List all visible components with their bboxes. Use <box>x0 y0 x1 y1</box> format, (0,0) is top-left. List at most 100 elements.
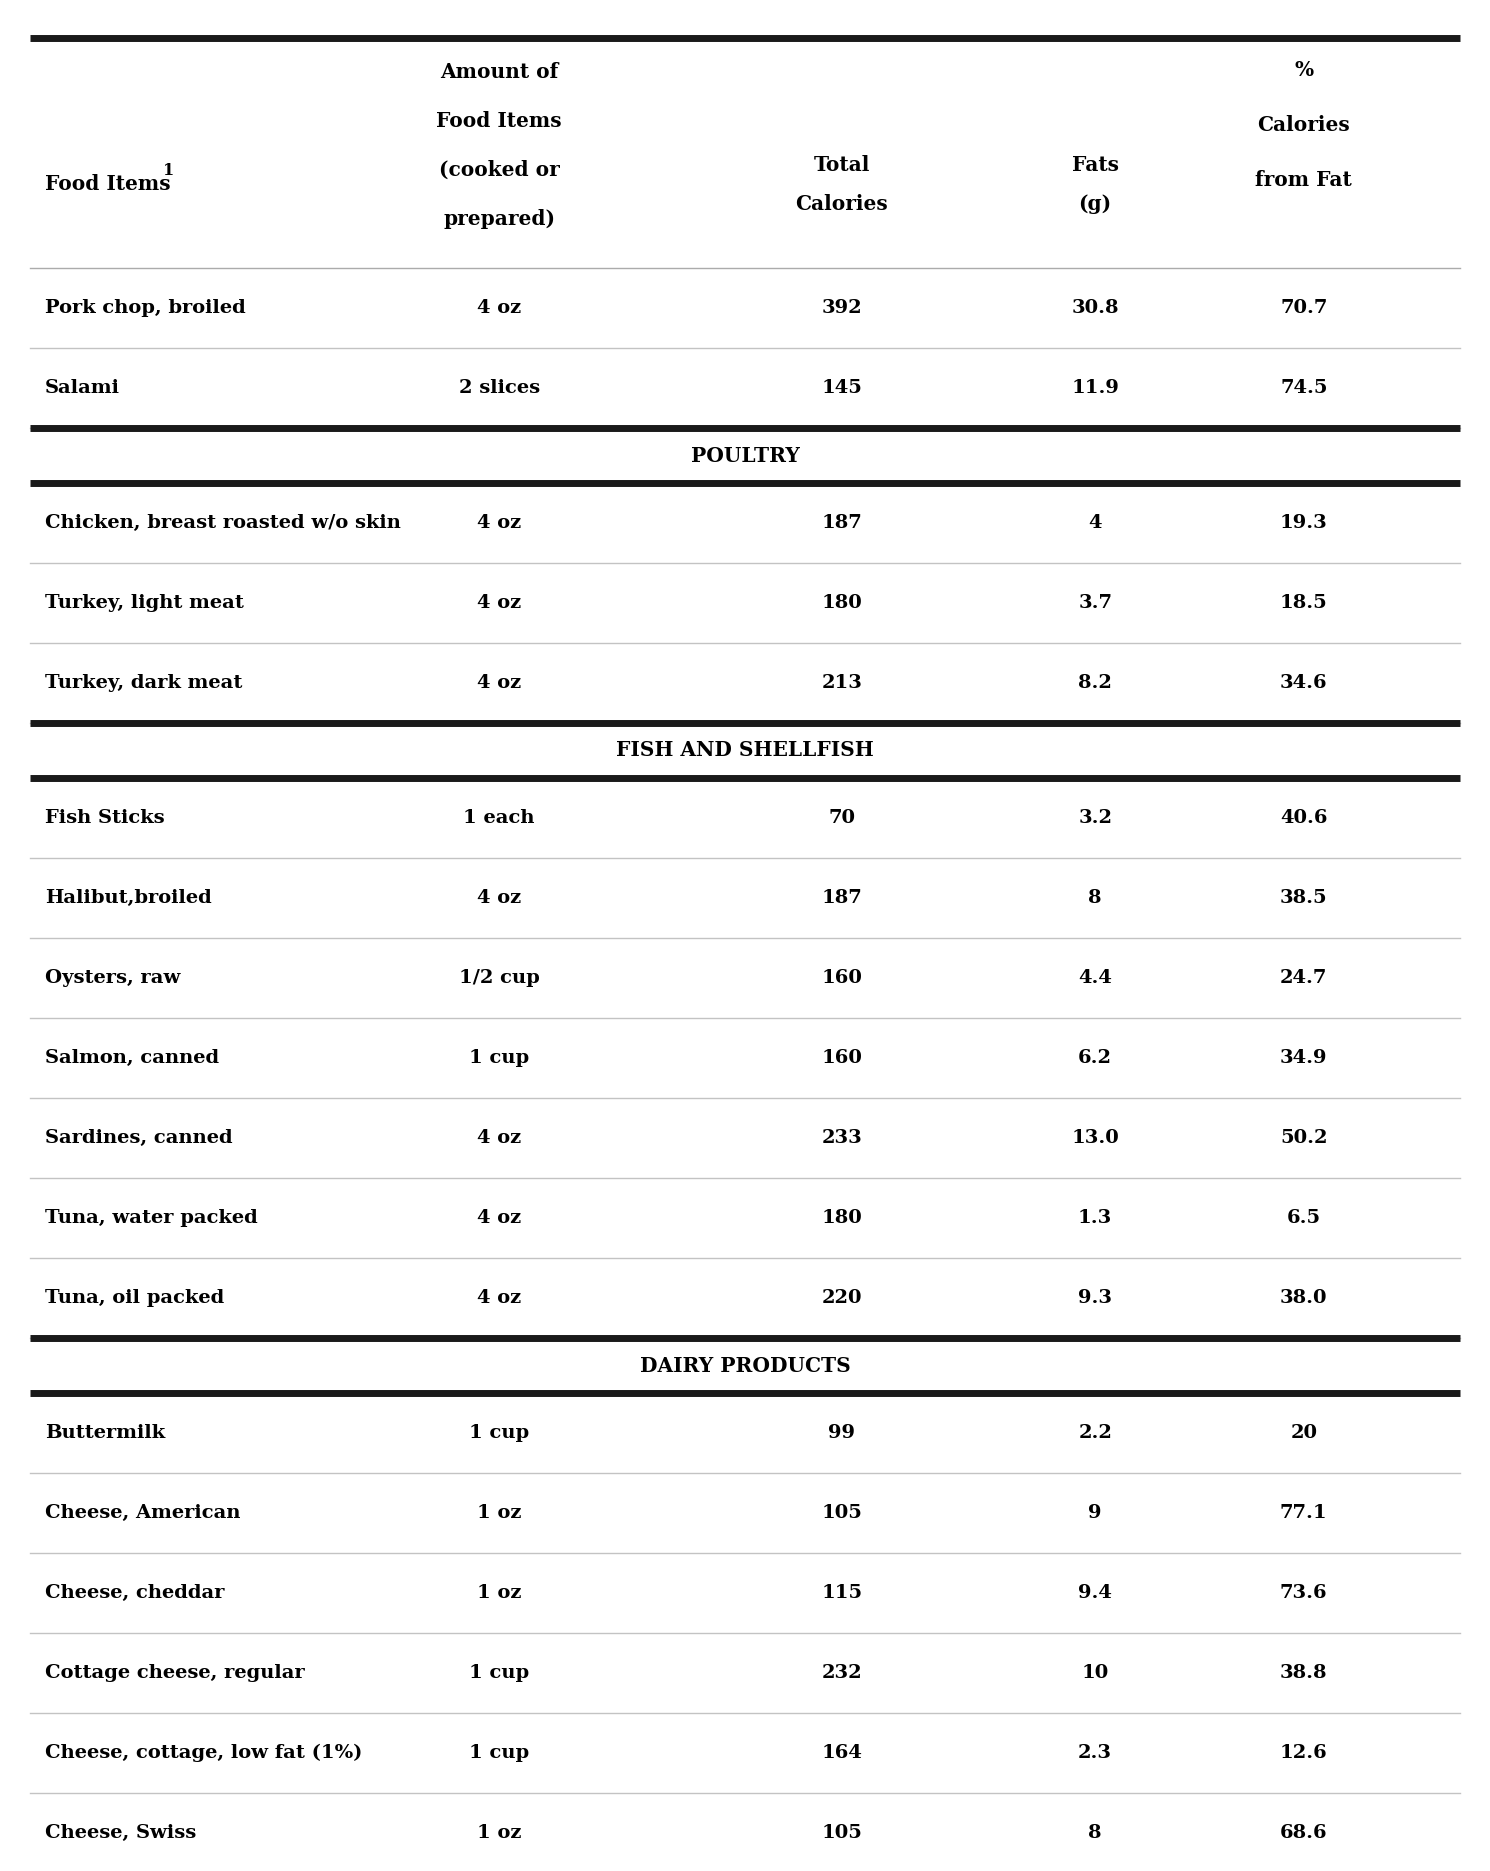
Text: 164: 164 <box>821 1744 863 1762</box>
Text: 11.9: 11.9 <box>1071 380 1119 397</box>
Text: 68.6: 68.6 <box>1280 1824 1328 1843</box>
Text: 77.1: 77.1 <box>1280 1504 1328 1521</box>
Text: 10: 10 <box>1082 1663 1109 1682</box>
Text: 1 cup: 1 cup <box>469 1744 529 1762</box>
Text: 19.3: 19.3 <box>1280 515 1328 531</box>
Text: (cooked or: (cooked or <box>438 161 560 180</box>
Text: Food Items: Food Items <box>45 174 170 195</box>
Text: 180: 180 <box>821 1209 863 1227</box>
Text: 38.0: 38.0 <box>1280 1289 1328 1308</box>
Text: 9.3: 9.3 <box>1079 1289 1112 1308</box>
Text: 180: 180 <box>821 593 863 612</box>
Text: 1 cup: 1 cup <box>469 1424 529 1443</box>
Text: 1 cup: 1 cup <box>469 1663 529 1682</box>
Text: Fish Sticks: Fish Sticks <box>45 808 164 827</box>
Text: 12.6: 12.6 <box>1280 1744 1328 1762</box>
Text: from Fat: from Fat <box>1256 170 1351 191</box>
Text: 105: 105 <box>821 1824 863 1843</box>
Text: Cheese, cottage, low fat (1%): Cheese, cottage, low fat (1%) <box>45 1744 362 1762</box>
Text: 34.9: 34.9 <box>1280 1050 1328 1066</box>
Text: 13.0: 13.0 <box>1071 1128 1119 1147</box>
Text: 213: 213 <box>821 674 863 692</box>
Text: Calories: Calories <box>796 195 888 213</box>
Text: Total: Total <box>814 155 870 174</box>
Text: 40.6: 40.6 <box>1280 808 1328 827</box>
Text: 4: 4 <box>1088 515 1103 531</box>
Text: 220: 220 <box>821 1289 863 1308</box>
Text: 70.7: 70.7 <box>1280 299 1328 316</box>
Text: 4 oz: 4 oz <box>477 299 522 316</box>
Text: 99: 99 <box>828 1424 855 1443</box>
Text: Pork chop, broiled: Pork chop, broiled <box>45 299 246 316</box>
Text: prepared): prepared) <box>443 210 556 228</box>
Text: 3.7: 3.7 <box>1079 593 1112 612</box>
Text: 3.2: 3.2 <box>1079 808 1112 827</box>
Text: Tuna, water packed: Tuna, water packed <box>45 1209 258 1227</box>
Text: 38.5: 38.5 <box>1280 889 1328 907</box>
Text: 4 oz: 4 oz <box>477 674 522 692</box>
Text: 50.2: 50.2 <box>1280 1128 1328 1147</box>
Text: Salami: Salami <box>45 380 119 397</box>
Text: 187: 187 <box>821 515 863 531</box>
Text: Salmon, canned: Salmon, canned <box>45 1050 219 1066</box>
Text: 4 oz: 4 oz <box>477 593 522 612</box>
Text: Cottage cheese, regular: Cottage cheese, regular <box>45 1663 304 1682</box>
Text: 115: 115 <box>821 1585 863 1602</box>
Text: Sardines, canned: Sardines, canned <box>45 1128 232 1147</box>
Text: FISH AND SHELLFISH: FISH AND SHELLFISH <box>617 741 873 760</box>
Text: 233: 233 <box>821 1128 863 1147</box>
Text: Turkey, dark meat: Turkey, dark meat <box>45 674 241 692</box>
Text: 1/2 cup: 1/2 cup <box>459 969 539 988</box>
Text: 1.3: 1.3 <box>1079 1209 1112 1227</box>
Text: 24.7: 24.7 <box>1280 969 1328 988</box>
Text: 4 oz: 4 oz <box>477 1209 522 1227</box>
Text: 1 each: 1 each <box>463 808 535 827</box>
Text: 2 slices: 2 slices <box>459 380 539 397</box>
Text: Calories: Calories <box>1258 114 1350 135</box>
Text: Food Items: Food Items <box>437 112 562 131</box>
Text: 1 cup: 1 cup <box>469 1050 529 1066</box>
Text: 73.6: 73.6 <box>1280 1585 1328 1602</box>
Text: 160: 160 <box>821 1050 863 1066</box>
Text: 2.2: 2.2 <box>1079 1424 1112 1443</box>
Text: 8.2: 8.2 <box>1079 674 1112 692</box>
Text: Fats: Fats <box>1071 155 1119 174</box>
Text: DAIRY PRODUCTS: DAIRY PRODUCTS <box>639 1355 851 1375</box>
Text: 6.5: 6.5 <box>1287 1209 1320 1227</box>
Text: 145: 145 <box>821 380 863 397</box>
Text: Halibut,broiled: Halibut,broiled <box>45 889 212 907</box>
Text: 1 oz: 1 oz <box>477 1504 522 1521</box>
Text: 187: 187 <box>821 889 863 907</box>
Text: %: % <box>1295 60 1313 80</box>
Text: 9.4: 9.4 <box>1079 1585 1112 1602</box>
Text: Cheese, Swiss: Cheese, Swiss <box>45 1824 197 1843</box>
Text: (g): (g) <box>1079 195 1112 213</box>
Text: 30.8: 30.8 <box>1071 299 1119 316</box>
Text: Turkey, light meat: Turkey, light meat <box>45 593 243 612</box>
Text: Tuna, oil packed: Tuna, oil packed <box>45 1289 223 1308</box>
Text: 392: 392 <box>821 299 863 316</box>
Text: 160: 160 <box>821 969 863 988</box>
Text: 6.2: 6.2 <box>1079 1050 1112 1066</box>
Text: 4.4: 4.4 <box>1079 969 1112 988</box>
Text: 9: 9 <box>1088 1504 1103 1521</box>
Text: 232: 232 <box>821 1663 863 1682</box>
Text: 74.5: 74.5 <box>1280 380 1328 397</box>
Text: 1 oz: 1 oz <box>477 1585 522 1602</box>
Text: Amount of: Amount of <box>440 62 559 82</box>
Text: 4 oz: 4 oz <box>477 1289 522 1308</box>
Text: 8: 8 <box>1088 889 1103 907</box>
Text: 18.5: 18.5 <box>1280 593 1328 612</box>
Text: 20: 20 <box>1290 1424 1317 1443</box>
Text: Chicken, breast roasted w/o skin: Chicken, breast roasted w/o skin <box>45 515 401 531</box>
Text: 4 oz: 4 oz <box>477 889 522 907</box>
Text: Cheese, cheddar: Cheese, cheddar <box>45 1585 223 1602</box>
Text: POULTRY: POULTRY <box>690 445 800 466</box>
Text: 1: 1 <box>162 163 174 180</box>
Text: 34.6: 34.6 <box>1280 674 1328 692</box>
Text: 2.3: 2.3 <box>1079 1744 1112 1762</box>
Text: Cheese, American: Cheese, American <box>45 1504 240 1521</box>
Text: 4 oz: 4 oz <box>477 515 522 531</box>
Text: 8: 8 <box>1088 1824 1103 1843</box>
Text: 105: 105 <box>821 1504 863 1521</box>
